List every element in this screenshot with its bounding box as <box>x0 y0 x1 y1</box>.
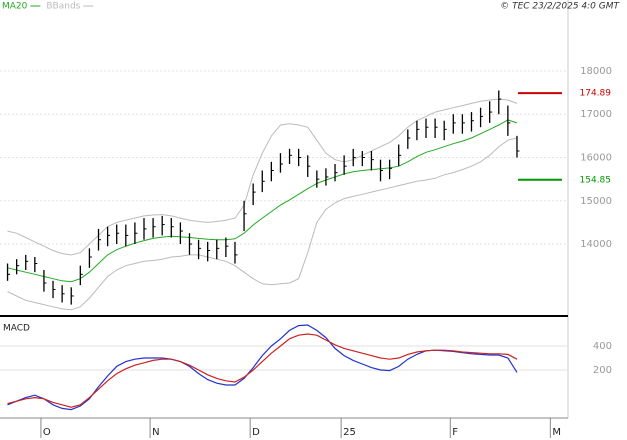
legend-label: MA20 <box>2 2 28 12</box>
y-tick-label: 18000 <box>580 66 612 77</box>
line <box>7 98 518 256</box>
y-tick-label: 15000 <box>580 196 612 207</box>
legend-label: BBands <box>46 2 80 12</box>
y-tick-label: 200 <box>593 365 612 376</box>
y-tick-label: 14000 <box>580 239 612 250</box>
x-tick-label: 25 <box>343 427 356 438</box>
price-label: 174.89 <box>580 89 612 99</box>
x-tick-label: F <box>452 427 458 438</box>
y-tick-label: 400 <box>593 341 612 352</box>
price-label: 154.85 <box>580 175 612 185</box>
y-tick-label: 17000 <box>580 109 612 120</box>
x-tick-label: M <box>552 427 561 438</box>
y-tick-label: 16000 <box>580 153 612 164</box>
source: © TEC 23/2/2025 4:0 GMT <box>500 2 620 12</box>
line <box>7 333 518 408</box>
line <box>7 119 518 283</box>
line <box>7 137 518 311</box>
macd-title: MACD <box>3 324 30 334</box>
x-tick-label: N <box>152 427 159 438</box>
x-tick-label: O <box>43 427 51 438</box>
x-tick-label: D <box>252 427 260 438</box>
